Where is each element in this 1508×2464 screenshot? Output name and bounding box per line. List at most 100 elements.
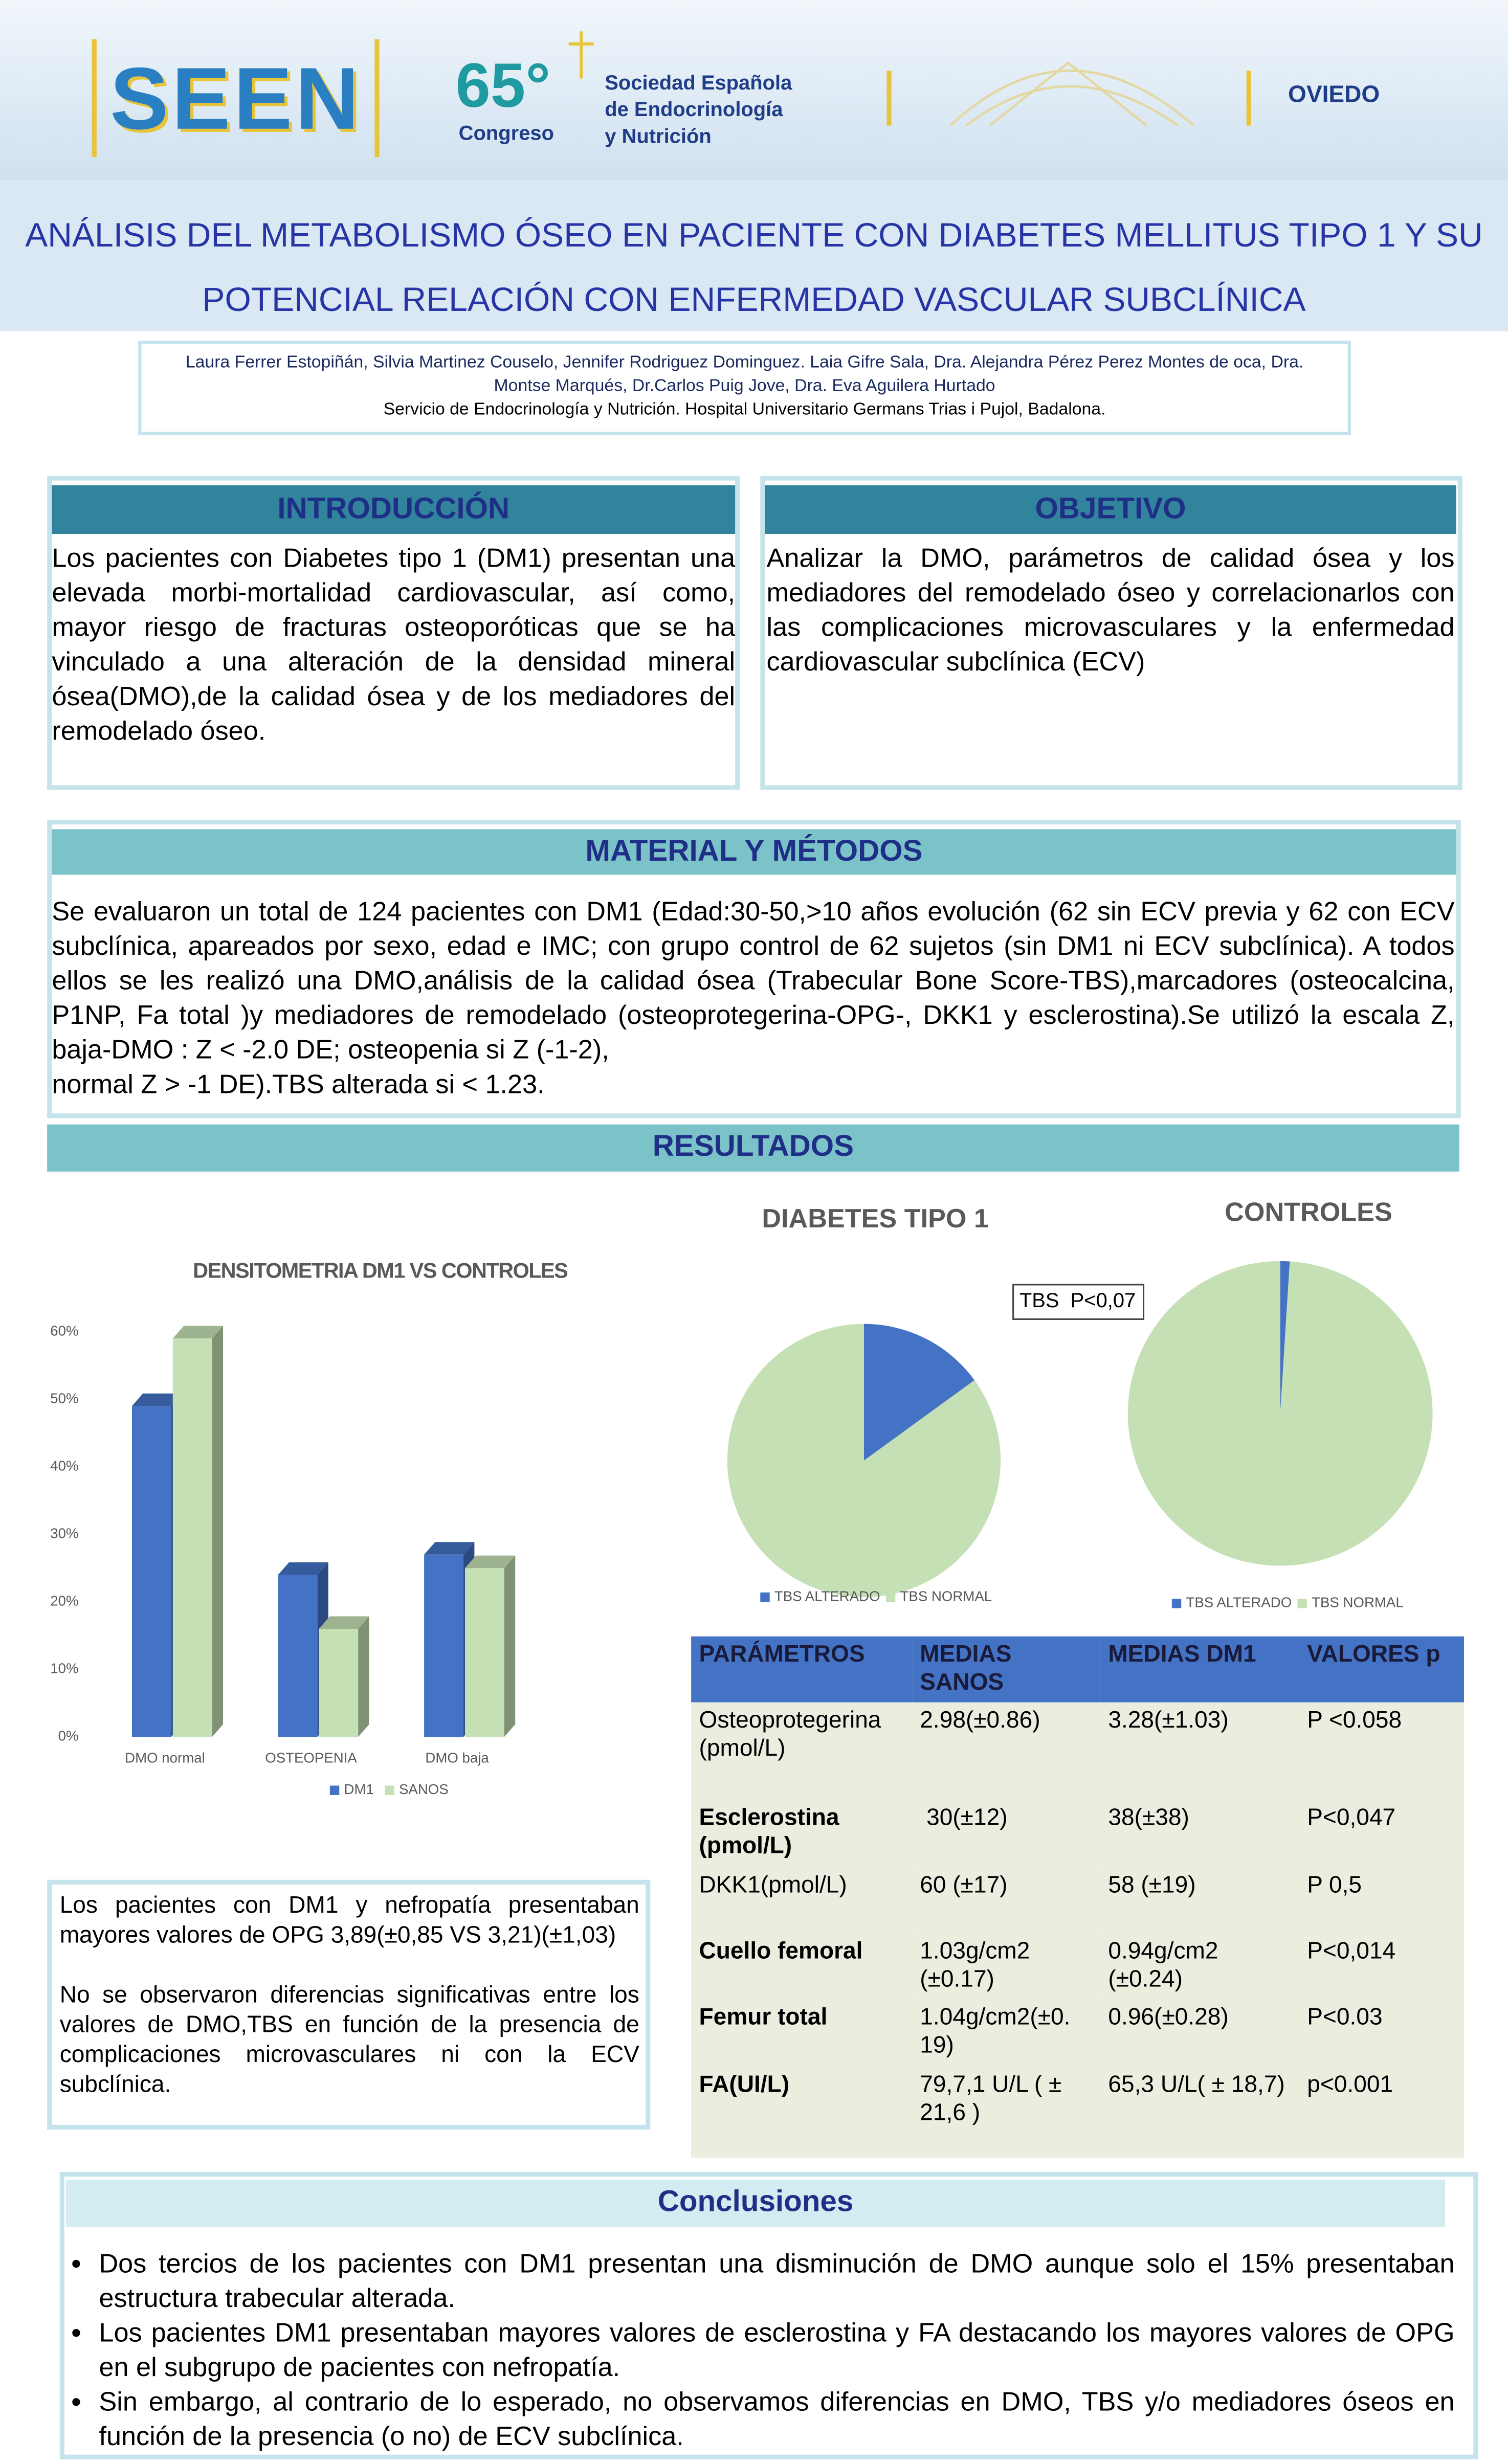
legend-swatch: [385, 1785, 394, 1795]
society-line: de Endocrinología: [605, 97, 783, 121]
authors-line: Montse Marqués, Dr.Carlos Puig Jove, Dra…: [494, 376, 995, 396]
bar: [131, 1406, 171, 1737]
table-cell: 30(±12): [920, 1804, 1008, 1831]
legend-swatch: [1171, 1599, 1182, 1608]
header-cell: PARÁMETROS: [699, 1641, 865, 1668]
legend-swatch: [329, 1785, 340, 1795]
bar: [424, 1554, 463, 1737]
table-cell: 0.94g/cm2 (±0.24): [1108, 1938, 1225, 1993]
table-cell: 79,7,1 U/L ( ± 21,6 ): [920, 2071, 1069, 2126]
y-tick-label: 10%: [50, 1661, 78, 1676]
pie-slice: [727, 1324, 1001, 1598]
header-cell: MEDIAS DM1: [1108, 1641, 1256, 1668]
note: No se observaron diferencias significati…: [59, 1982, 639, 2098]
title-line: POTENCIAL RELACIÓN CON ENFERMEDAD VASCUL…: [202, 281, 1306, 319]
conclusions-box: [59, 2171, 1478, 2459]
congress-number: 65°: [455, 52, 551, 121]
introduction-text: Los pacientes con Diabetes tipo 1 (DM1) …: [52, 543, 736, 746]
section-heading: INTRODUCCIÓN: [52, 485, 736, 534]
table-row: Femur total 1.04g/cm2(±0. 19) 0.96(±0.28) P…: [691, 1999, 1464, 2067]
society-line: Sociedad Española: [605, 71, 792, 95]
legend-swatch: [885, 1592, 896, 1602]
y-tick-label: 60%: [50, 1323, 78, 1338]
header-cell: VALORES p: [1307, 1641, 1440, 1668]
introduction-box: [47, 476, 740, 790]
objective-text: Analizar la DMO, parámetros de calidad ó…: [766, 543, 1455, 677]
table-cell: Cuello femoral: [699, 1938, 863, 1965]
objective-box: [760, 476, 1462, 790]
methods-paragraph: Se evaluaron un total de 124 pacientes c…: [52, 897, 1455, 1065]
section-heading: RESULTADOS: [47, 1124, 1459, 1172]
annotation-box: [1012, 1284, 1145, 1320]
table-cell: P<0.03: [1307, 2004, 1383, 2031]
bar-side: [358, 1616, 369, 1737]
chart-title: DENSITOMETRIA DM1 VS CONTROLES: [193, 1258, 568, 1282]
x-tick-label: DMO normal: [125, 1750, 205, 1766]
table-cell: 1.03g/cm2 (±0.17): [920, 1938, 1037, 1993]
bar-side: [212, 1326, 224, 1737]
y-tick-label: 30%: [50, 1525, 78, 1541]
table-row: Cuello femoral 1.03g/cm2 (±0.17) 0.94g/cm2…: [691, 1933, 1464, 2000]
results-table: PARÁMETROS MEDIAS SANOS MEDIAS DM1 VALORES …: [691, 1636, 1464, 2158]
legend-swatch: [760, 1592, 770, 1602]
chart-title: CONTROLES: [1225, 1198, 1392, 1227]
table-cell: DKK1(pmol/L): [699, 1872, 847, 1899]
table-row: DKK1(pmol/L) 60 (±17) 58 (±19) P 0,5: [691, 1867, 1464, 1934]
table-row: Osteoprotegerina (pmol/L) 2.98(±0.86) 3.28…: [691, 1702, 1464, 1800]
bar-side: [504, 1555, 516, 1737]
legend-label: TBS ALTERADO: [1186, 1595, 1292, 1610]
congress-label: Congreso: [458, 121, 554, 145]
table-cell: Osteoprotegerina (pmol/L): [699, 1707, 888, 1762]
header-row: PARÁMETROS MEDIAS SANOS MEDIAS DM1 VALORES …: [691, 1636, 1464, 1703]
table-cell: 38(±38): [1108, 1804, 1189, 1831]
table-cell: P 0,5: [1307, 1872, 1362, 1899]
bar: [278, 1575, 318, 1737]
header-band: [0, 0, 1508, 181]
table-cell: Esclerostina (pmol/L): [699, 1804, 846, 1860]
legend-label: DM1: [344, 1781, 374, 1797]
x-tick-label: DMO baja: [425, 1750, 489, 1766]
affiliation: Servicio de Endocrinología y Nutrición. …: [383, 400, 1106, 419]
note: Los pacientes con DM1 y nefropatía prese…: [59, 1892, 639, 1949]
table-cell: P <0.058: [1307, 1707, 1402, 1734]
y-tick-label: 0%: [58, 1728, 79, 1744]
city: OVIEDO: [1288, 81, 1380, 108]
pie-slice: [863, 1324, 975, 1461]
legend-label: SANOS: [399, 1781, 449, 1797]
bar-top: [131, 1393, 183, 1406]
legend-label: TBS ALTERADO: [774, 1588, 880, 1604]
pie-slice: [1127, 1261, 1433, 1566]
poster-title: ANÁLISIS DEL METABOLISMO ÓSEO EN PACIENT…: [0, 204, 1508, 333]
bar: [172, 1338, 212, 1737]
bullet: Sin embargo, al contrario de lo esperado…: [99, 2386, 1454, 2455]
bar: [464, 1568, 504, 1737]
bar-top: [424, 1542, 475, 1555]
table-cell: p<0.001: [1307, 2071, 1393, 2098]
logo-text: SEEN: [109, 49, 362, 148]
table-cell: 65,3 U/L( ± 18,7): [1108, 2071, 1285, 2098]
methods-paragraph: normal Z > -1 DE).TBS alterada si < 1.23…: [52, 1069, 545, 1100]
table-cell: 2.98(±0.86): [920, 1707, 1040, 1734]
chart-title: DIABETES TIPO 1: [762, 1204, 989, 1234]
table-row: Esclerostina (pmol/L) 30(±12) 38(±38) P<0,…: [691, 1800, 1464, 1868]
conclusions-list: Dos tercios de los pacientes con DM1 pre…: [60, 2247, 1455, 2454]
bar-top: [464, 1555, 516, 1569]
bullet-list: Dos tercios de los pacientes con DM1 pre…: [60, 2247, 1455, 2454]
section-heading: OBJETIVO: [765, 485, 1456, 534]
methods-box: [47, 819, 1461, 1118]
legend-swatch: [1297, 1599, 1307, 1608]
y-tick-label: 50%: [50, 1390, 78, 1406]
table-cell: Femur total: [699, 2004, 828, 2031]
title-line: ANÁLISIS DEL METABOLISMO ÓSEO EN PACIENT…: [25, 216, 1483, 255]
table-cell: P<0,014: [1307, 1938, 1396, 1965]
y-tick-label: 20%: [50, 1593, 78, 1609]
notes-box: Los pacientes con DM1 y nefropatía prese…: [47, 1879, 651, 2130]
x-tick-label: OSTEOPENIA: [265, 1750, 357, 1766]
society-line: y Nutrición: [605, 124, 712, 148]
bar-top: [319, 1616, 369, 1629]
table-cell: 0.96(±0.28): [1108, 2004, 1229, 2031]
legend-label: TBS NORMAL: [900, 1588, 992, 1604]
bullet: Los pacientes DM1 presentaban mayores va…: [99, 2316, 1454, 2385]
